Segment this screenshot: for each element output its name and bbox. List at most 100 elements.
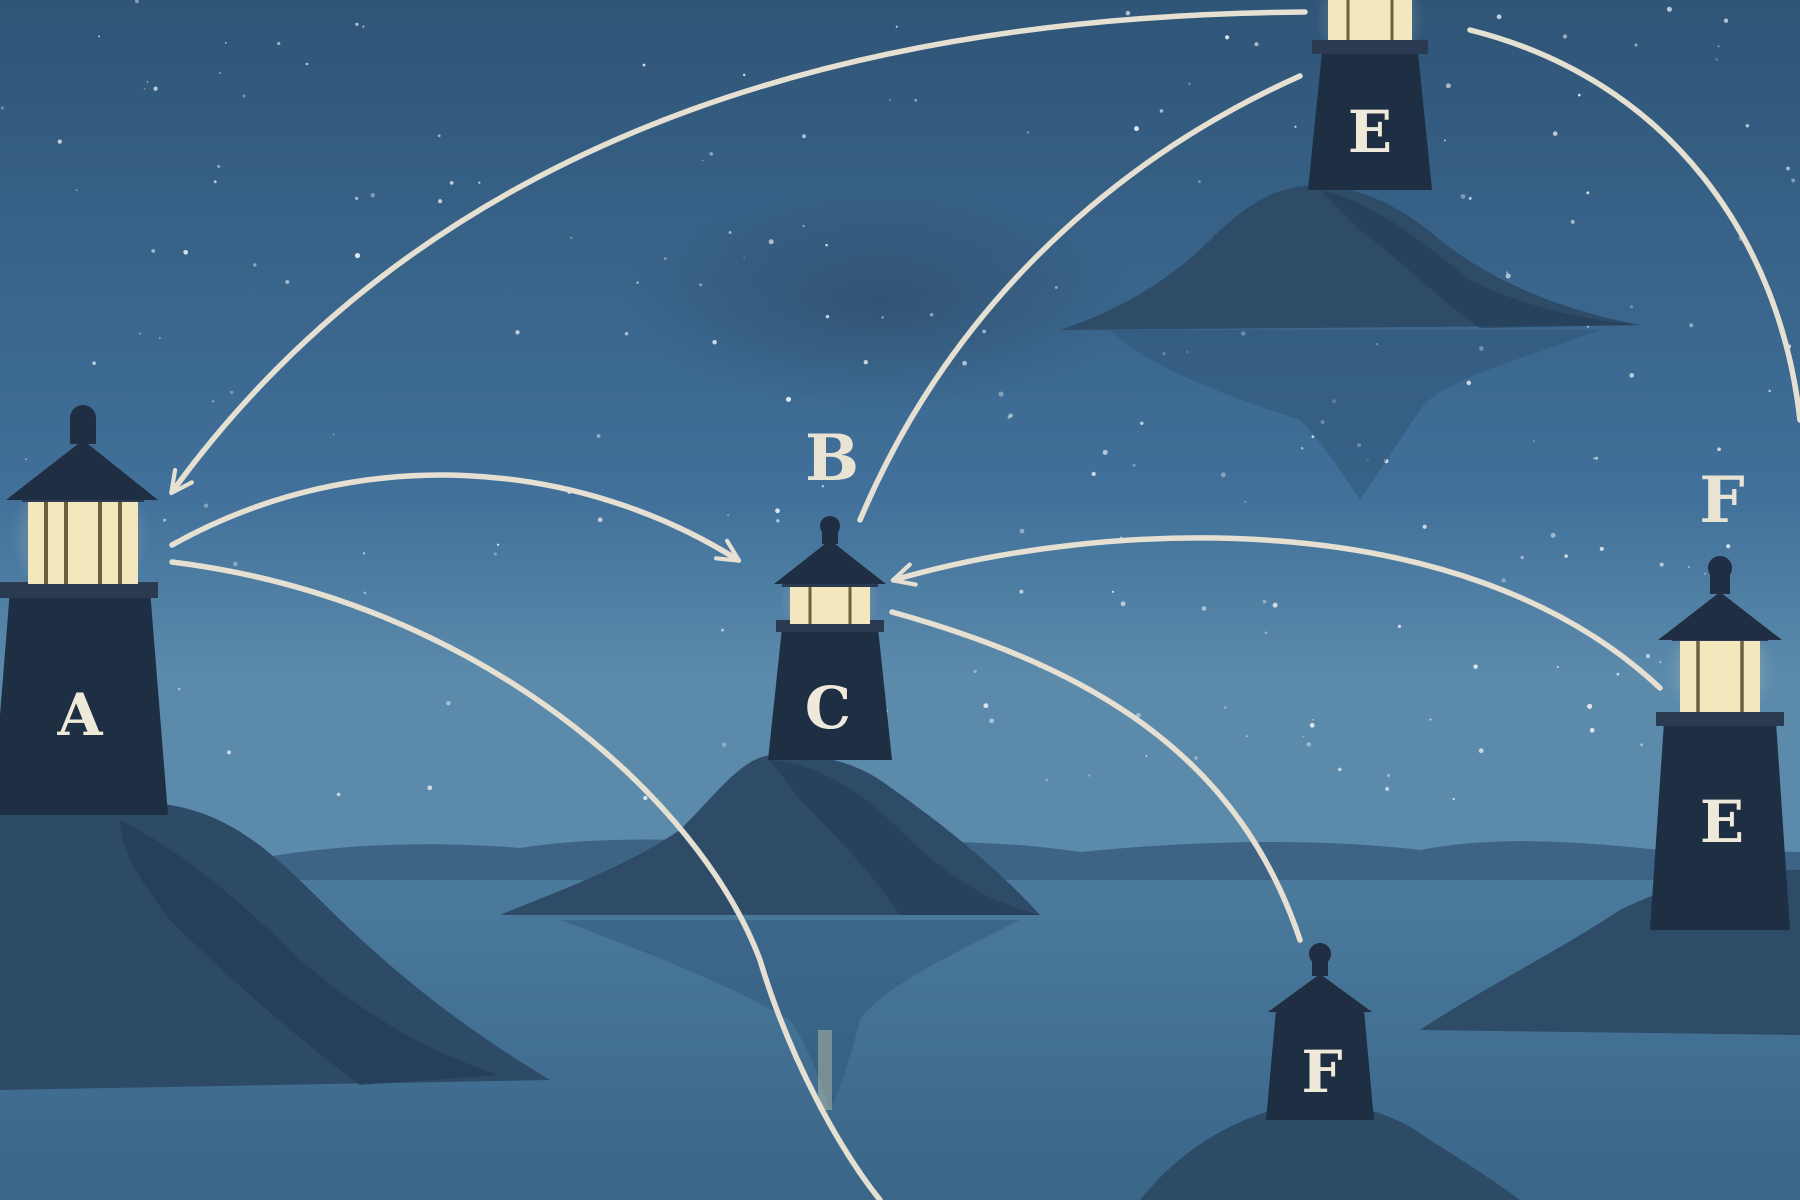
star [1245,735,1249,738]
lighthouse-c: C [768,516,892,760]
star [1717,447,1721,452]
star [1087,774,1091,777]
star [1008,413,1013,418]
star [1550,532,1556,538]
star [98,35,100,38]
star [1054,286,1058,289]
star [989,718,994,724]
star [1194,756,1198,760]
star [1533,440,1535,442]
star [153,86,158,91]
star [895,25,898,28]
label-f: F [1699,463,1744,538]
star [1473,664,1478,669]
star [1616,672,1620,676]
star [1294,125,1297,128]
arrow-f-to-c [890,535,1663,691]
star [332,433,335,436]
star [721,742,727,747]
star [742,73,746,77]
star [1132,463,1136,467]
star [863,360,868,365]
star [1225,35,1230,40]
star [1768,389,1771,393]
star [642,63,646,67]
star [701,159,704,162]
star [1564,554,1568,558]
star [1704,572,1707,576]
star [493,552,497,556]
star [1102,449,1108,455]
star [1337,767,1342,772]
star [1717,45,1720,48]
star [1723,18,1729,23]
star [427,785,433,791]
star [1311,718,1314,721]
star [1570,219,1575,224]
star [1159,109,1164,113]
star [151,249,156,253]
star [25,458,27,461]
star [496,543,500,546]
star [1262,599,1267,604]
star [242,94,246,98]
star [821,485,824,488]
star [721,628,724,632]
star [1468,196,1472,200]
star [570,236,573,239]
star [1562,34,1568,39]
island-f-bottom [1140,1103,1520,1200]
lighthouse-e-right: E [1650,556,1790,930]
star [727,514,729,517]
star [1309,722,1315,728]
star [1556,665,1559,669]
label-b: B [805,421,859,496]
star [355,22,359,27]
star [1134,126,1139,132]
star [1220,472,1226,478]
star [277,41,281,46]
star [138,332,141,335]
star [768,239,774,245]
star [1311,435,1315,439]
star [1646,654,1650,659]
star [1111,590,1115,593]
star [1422,524,1427,529]
star [1300,447,1304,450]
star [663,257,667,261]
star [1634,43,1638,47]
star [825,314,830,319]
star [203,503,209,508]
lighthouse-f-bottom-label: F [1301,1038,1342,1106]
star [1445,83,1451,89]
star [0,106,4,110]
star [1460,193,1466,199]
star [1659,661,1662,664]
star [134,0,139,4]
star [1629,373,1635,378]
milky-way-haze [620,190,1140,410]
star [1264,631,1268,635]
reflection-e-top [1110,330,1600,500]
star [825,243,828,247]
star [776,519,780,523]
star [962,360,967,366]
star [1791,178,1796,183]
star [1306,742,1312,747]
star [596,434,601,438]
star [1666,6,1672,12]
star [1045,778,1049,782]
star [213,180,217,184]
star [643,795,648,801]
star [1589,727,1595,733]
star [1640,743,1644,747]
star [1466,380,1472,386]
star [1385,786,1390,791]
star [177,687,181,691]
star [1224,706,1227,709]
star [889,99,891,101]
lighthouse-e-top-label: E [1348,98,1392,166]
star [336,792,341,797]
star [75,188,78,192]
lighthouse-e-right-label: E [1700,788,1744,856]
